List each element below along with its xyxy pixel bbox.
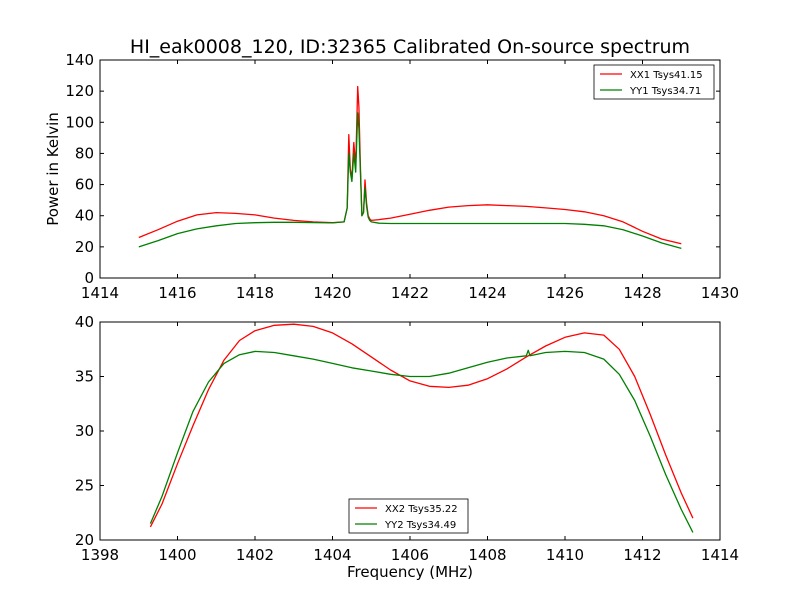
series-layer <box>149 323 694 533</box>
y-tick-label: 80 <box>75 144 94 162</box>
chart-title: HI_eak0008_120, ID:32365 Calibrated On-s… <box>130 36 690 58</box>
y-tick-label: 40 <box>75 313 94 331</box>
series-line-yy2 <box>149 349 694 533</box>
y-tick-label: 35 <box>75 368 94 386</box>
ticks: 1414 1416 1418 1420 1422 1424 1426 1428 1430 0 20 4… <box>65 51 739 302</box>
legend-label-yy1: YY1 Tsys34.71 <box>629 86 701 97</box>
legend-box <box>593 64 715 100</box>
series-line-xx2 <box>149 323 694 528</box>
x-tick-label: 1410 <box>546 546 584 564</box>
x-tick-label: 1398 <box>81 546 119 564</box>
y-tick-label: 20 <box>75 531 94 549</box>
x-tick-label: 1424 <box>468 284 506 302</box>
x-tick-label: 1404 <box>313 546 351 564</box>
x-tick-label: 1406 <box>391 546 429 564</box>
x-tick-label: 1416 <box>158 284 196 302</box>
bottom-chart: 1398 1400 1402 1404 1406 1408 1410 1412 1414 20 25… <box>75 313 739 581</box>
legend-label-xx2: XX2 Tsys35.22 <box>385 504 458 515</box>
legend-box <box>348 498 469 534</box>
x-tick-label: 1418 <box>236 284 274 302</box>
legend: XX2 Tsys35.22 YY2 Tsys34.49 <box>348 498 469 534</box>
y-tick-label: 120 <box>65 82 94 100</box>
x-tick-label: 1430 <box>701 284 739 302</box>
y-tick-label: 140 <box>65 51 94 69</box>
y-tick-label: 40 <box>75 207 94 225</box>
y-tick-label: 0 <box>84 269 94 287</box>
x-tick-label: 1414 <box>81 284 119 302</box>
x-tick-label: 1400 <box>158 546 196 564</box>
x-axis-label: Frequency (MHz) <box>347 563 473 581</box>
x-tick-label: 1402 <box>236 546 274 564</box>
ticks: 1398 1400 1402 1404 1406 1408 1410 1412 1414 20 25… <box>75 313 739 564</box>
y-tick-label: 25 <box>75 477 94 495</box>
x-tick-label: 1426 <box>546 284 584 302</box>
top-chart: 1414 1416 1418 1420 1422 1424 1426 1428 1430 0 20 4… <box>44 51 739 302</box>
y-tick-label: 30 <box>75 422 94 440</box>
x-tick-label: 1422 <box>391 284 429 302</box>
x-tick-label: 1414 <box>701 546 739 564</box>
y-tick-label: 100 <box>65 113 94 131</box>
x-tick-label: 1420 <box>313 284 351 302</box>
x-tick-label: 1428 <box>623 284 661 302</box>
y-tick-label: 60 <box>75 176 94 194</box>
legend: XX1 Tsys41.15 YY1 Tsys34.71 <box>593 64 715 100</box>
series-layer <box>138 85 682 250</box>
series-line-yy1 <box>138 112 682 250</box>
legend-label-yy2: YY2 Tsys34.49 <box>384 520 456 531</box>
y-tick-label: 20 <box>75 238 94 256</box>
x-tick-label: 1412 <box>623 546 661 564</box>
legend-label-xx1: XX1 Tsys41.15 <box>630 70 703 81</box>
x-tick-label: 1408 <box>468 546 506 564</box>
y-axis-label: Power in Kelvin <box>44 112 62 226</box>
